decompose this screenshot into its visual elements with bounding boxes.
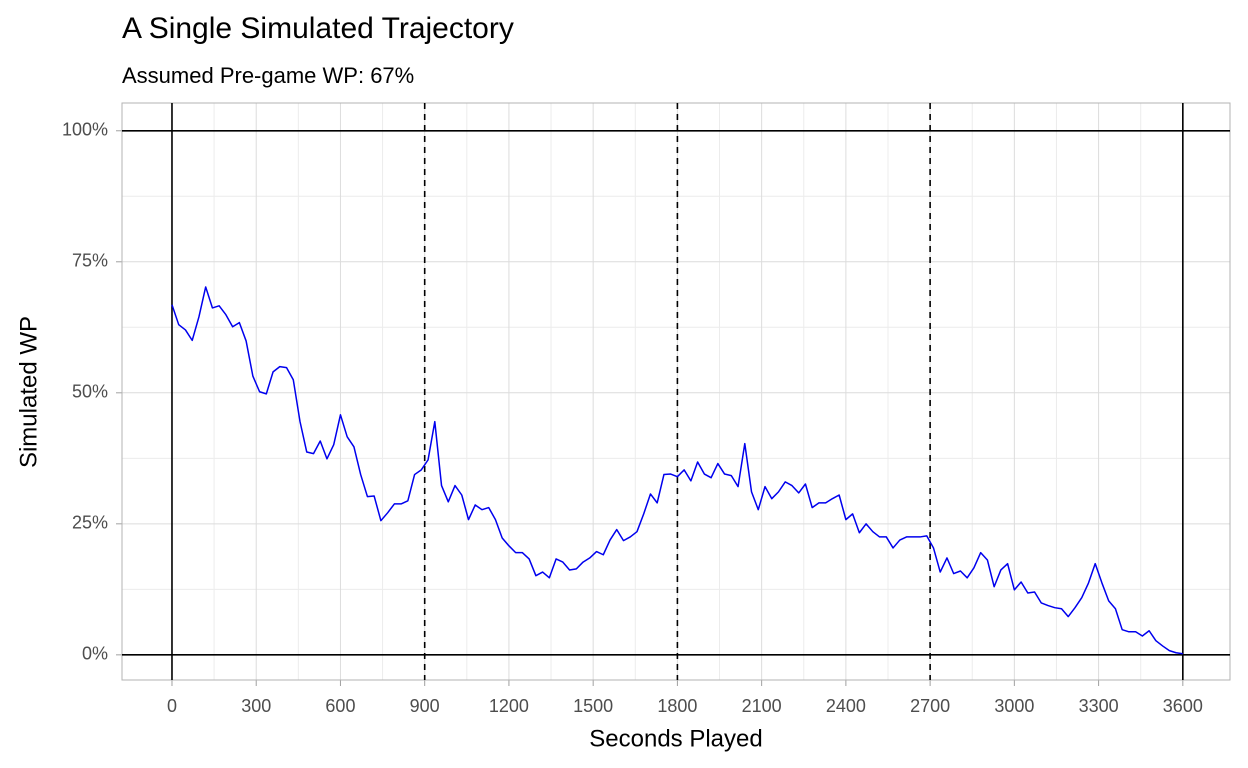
x-tick-label: 2700 (910, 696, 950, 716)
x-tick-label: 300 (241, 696, 271, 716)
x-tick-label: 900 (410, 696, 440, 716)
x-axis-title: Seconds Played (589, 725, 762, 752)
x-tick-label: 600 (325, 696, 355, 716)
y-tick-label: 75% (72, 251, 108, 271)
chart-title: A Single Simulated Trajectory (122, 12, 514, 45)
y-axis-title: Simulated WP (15, 316, 42, 468)
trajectory-line (171, 286, 1183, 655)
y-tick-label: 0% (82, 644, 108, 664)
chart-subtitle: Assumed Pre-game WP: 67% (122, 63, 414, 88)
x-tick-label: 2100 (742, 696, 782, 716)
x-tick-label: 1200 (489, 696, 529, 716)
panel-border (121, 102, 1231, 681)
y-tick-label: 100% (62, 120, 108, 140)
y-tick-label: 50% (72, 382, 108, 402)
x-tick-label: 1800 (657, 696, 697, 716)
x-tick-label: 1500 (573, 696, 613, 716)
x-tick-label: 0 (167, 696, 177, 716)
x-tick-label: 3600 (1163, 696, 1203, 716)
x-tick-label: 3000 (994, 696, 1034, 716)
x-tick-label: 2400 (826, 696, 866, 716)
x-tick-label: 3300 (1079, 696, 1119, 716)
y-tick-label: 25% (72, 513, 108, 533)
